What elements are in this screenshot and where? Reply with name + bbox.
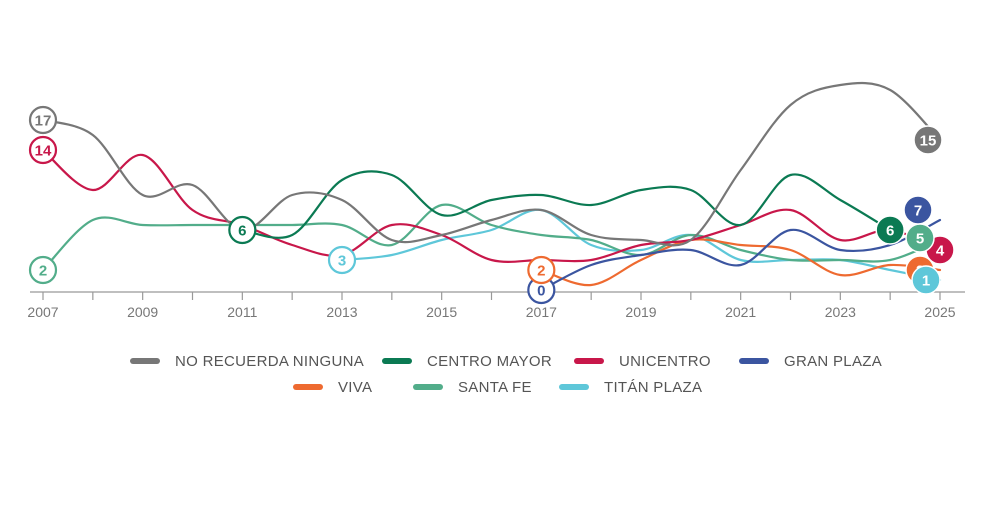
data-label-start-unicentro: 14 — [28, 135, 58, 165]
data-label-circle-start-centro-mayor — [228, 215, 257, 245]
data-label-end-gran-plaza: 7 — [903, 195, 933, 225]
series-line-centro-mayor — [241, 170, 892, 239]
data-label-end-centro-mayor: 6 — [875, 215, 905, 245]
x-tick-label-2007: 2007 — [27, 304, 58, 320]
data-label-circle-end-centro-mayor — [875, 215, 905, 245]
legend-item-titan-plaza: TITÁN PLAZA — [559, 379, 702, 396]
x-tick-label-2017: 2017 — [526, 304, 557, 320]
data-label-start-santa-fe: 2 — [28, 255, 58, 285]
data-label-circle-end-no-recuerda-ninguna — [913, 125, 943, 155]
data-label-circle-start-santa-fe — [28, 255, 58, 285]
data-label-value-start-gran-plaza: 0 — [537, 283, 545, 300]
legend-label-santa-fe: SANTA FE — [458, 379, 532, 396]
data-label-value-end-no-recuerda-ninguna: 15 — [920, 133, 937, 150]
data-label-circle-start-unicentro — [28, 135, 58, 165]
data-label-end-no-recuerda-ninguna: 15 — [913, 125, 943, 155]
series-line-viva — [540, 238, 942, 287]
data-label-circle-start-viva — [527, 255, 556, 285]
x-tick-label-2023: 2023 — [825, 304, 856, 320]
series-line-santa-fe — [41, 203, 942, 272]
data-label-value-start-no-recuerda-ninguna: 17 — [35, 113, 52, 130]
data-label-end-santa-fe: 5 — [905, 223, 935, 253]
data-label-value-start-viva: 2 — [537, 263, 545, 280]
legend-label-titan-plaza: TITÁN PLAZA — [604, 379, 702, 396]
legend-item-viva: VIVA — [293, 379, 372, 396]
x-tick-label-2009: 2009 — [127, 304, 158, 320]
data-label-value-end-gran-plaza: 7 — [914, 203, 922, 220]
data-label-start-viva: 2 — [527, 255, 556, 285]
legend-item-no-recuerda-ninguna: NO RECUERDA NINGUNA — [130, 353, 364, 370]
data-label-value-start-titan-plaza: 3 — [338, 253, 346, 270]
x-tick-label-2021: 2021 — [725, 304, 756, 320]
data-label-value-start-centro-mayor: 6 — [238, 223, 246, 240]
data-label-start-no-recuerda-ninguna: 17 — [28, 105, 58, 135]
legend-label-unicentro: UNICENTRO — [619, 353, 711, 370]
data-label-circle-start-titan-plaza — [327, 245, 357, 275]
series-line-gran-plaza — [540, 218, 942, 292]
x-tick-label-2013: 2013 — [326, 304, 357, 320]
series-line-no-recuerda-ninguna — [41, 81, 942, 247]
legend-label-no-recuerda-ninguna: NO RECUERDA NINGUNA — [175, 353, 364, 370]
legend-item-gran-plaza: GRAN PLAZA — [739, 353, 882, 370]
data-label-circle-end-gran-plaza — [903, 195, 933, 225]
data-label-value-end-centro-mayor: 6 — [886, 223, 894, 240]
legend-label-viva: VIVA — [338, 379, 372, 396]
x-tick-label-2011: 2011 — [227, 304, 257, 320]
data-label-circle-start-no-recuerda-ninguna — [28, 105, 58, 135]
data-label-value-end-unicentro: 4 — [936, 243, 945, 260]
series-line-unicentro — [41, 148, 942, 263]
x-tick-label-2015: 2015 — [426, 304, 457, 320]
data-label-circle-end-titan-plaza — [911, 265, 941, 295]
data-label-value-end-titan-plaza: 1 — [922, 273, 930, 290]
data-label-value-start-santa-fe: 2 — [39, 263, 47, 280]
data-label-start-titan-plaza: 3 — [327, 245, 357, 275]
legend-label-centro-mayor: CENTRO MAYOR — [427, 353, 552, 370]
legend-item-unicentro: UNICENTRO — [574, 353, 711, 370]
data-label-start-centro-mayor: 6 — [228, 215, 257, 245]
legend-label-gran-plaza: GRAN PLAZA — [784, 353, 882, 370]
data-label-value-start-unicentro: 14 — [35, 143, 52, 160]
data-label-value-end-santa-fe: 5 — [916, 231, 924, 248]
x-tick-label-2019: 2019 — [625, 304, 656, 320]
data-label-end-titan-plaza: 1 — [911, 265, 941, 295]
x-tick-label-2025: 2025 — [924, 304, 955, 320]
legend-item-centro-mayor: CENTRO MAYOR — [382, 353, 552, 370]
legend-item-santa-fe: SANTA FE — [413, 379, 532, 396]
